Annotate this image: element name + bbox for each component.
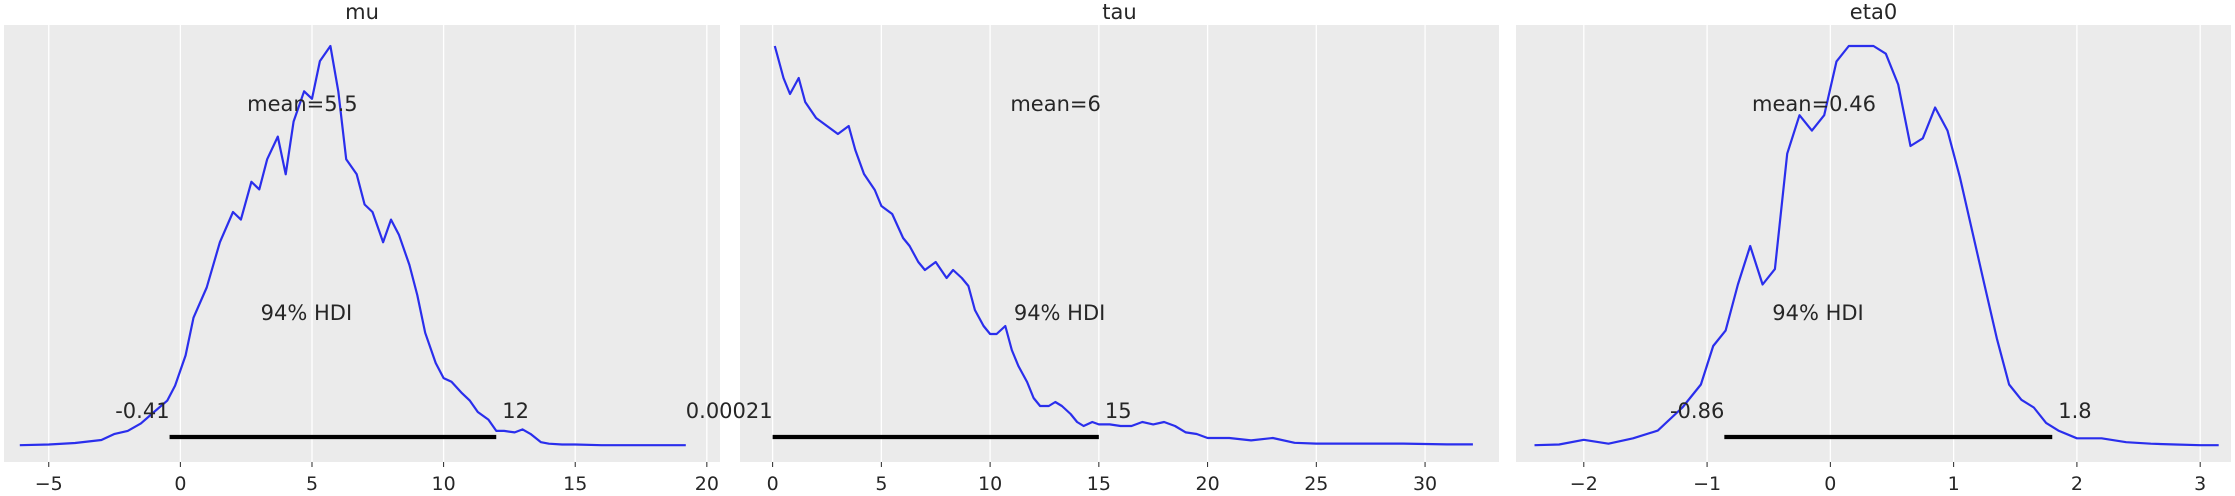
panel-title: eta0 [1850, 0, 1897, 24]
hdi-lower-label: -0.41 [115, 399, 169, 423]
x-tick-label: 10 [432, 473, 456, 495]
panel-title: tau [1102, 0, 1136, 24]
panel-mu: −5 0 5 10 15 20 mu mean=5.5 94% HDI -0.41 12 [4, 0, 720, 495]
x-tick-label: 0 [174, 473, 186, 495]
hdi-label: 94% HDI [1014, 301, 1106, 325]
hdi-lower-label: 0.00021 [686, 399, 773, 423]
panel-title: mu [345, 0, 379, 24]
mean-label: mean=0.46 [1752, 92, 1876, 116]
plot-background [740, 25, 1499, 462]
x-tick-label: 30 [1413, 473, 1437, 495]
x-tick-label: 25 [1304, 473, 1328, 495]
hdi-label: 94% HDI [1772, 301, 1864, 325]
hdi-lower-label: -0.86 [1670, 399, 1724, 423]
hdi-label: 94% HDI [261, 301, 353, 325]
hdi-upper-label: 12 [502, 399, 529, 423]
x-tick-label: −5 [35, 473, 63, 495]
x-tick-label: −2 [1570, 473, 1598, 495]
x-tick-label: 15 [1087, 473, 1111, 495]
panel-eta0: −2 −1 0 1 2 3 eta0 mean=0.46 94% HDI -0.86 1.8 [1516, 0, 2231, 495]
x-tick-label: −1 [1693, 473, 1721, 495]
x-tick-label: 3 [2194, 473, 2206, 495]
x-tick-label: 10 [978, 473, 1002, 495]
mean-label: mean=6 [1010, 92, 1101, 116]
x-tick-label: 20 [1195, 473, 1219, 495]
hdi-upper-label: 15 [1105, 399, 1132, 423]
x-tick-label: 1 [1948, 473, 1960, 495]
plot-background [1516, 25, 2231, 462]
x-tick-label: 15 [563, 473, 587, 495]
density-curve [19, 44, 686, 447]
x-tick-label: 20 [695, 473, 719, 495]
x-tick-label: 0 [1824, 473, 1836, 495]
hdi-upper-label: 1.8 [2058, 399, 2091, 423]
x-tick-label: 5 [306, 473, 318, 495]
x-tick-label: 2 [2071, 473, 2083, 495]
density-curve [1534, 44, 2219, 447]
panel-tau: 0 5 10 15 20 25 30 tau mean=6 94% HDI 0.00021 15 [686, 0, 1499, 495]
x-tick-label: 5 [875, 473, 887, 495]
density-curve [773, 45, 1473, 446]
x-tick-label: 0 [767, 473, 779, 495]
plot-background [4, 25, 720, 462]
mean-label: mean=5.5 [247, 92, 358, 116]
